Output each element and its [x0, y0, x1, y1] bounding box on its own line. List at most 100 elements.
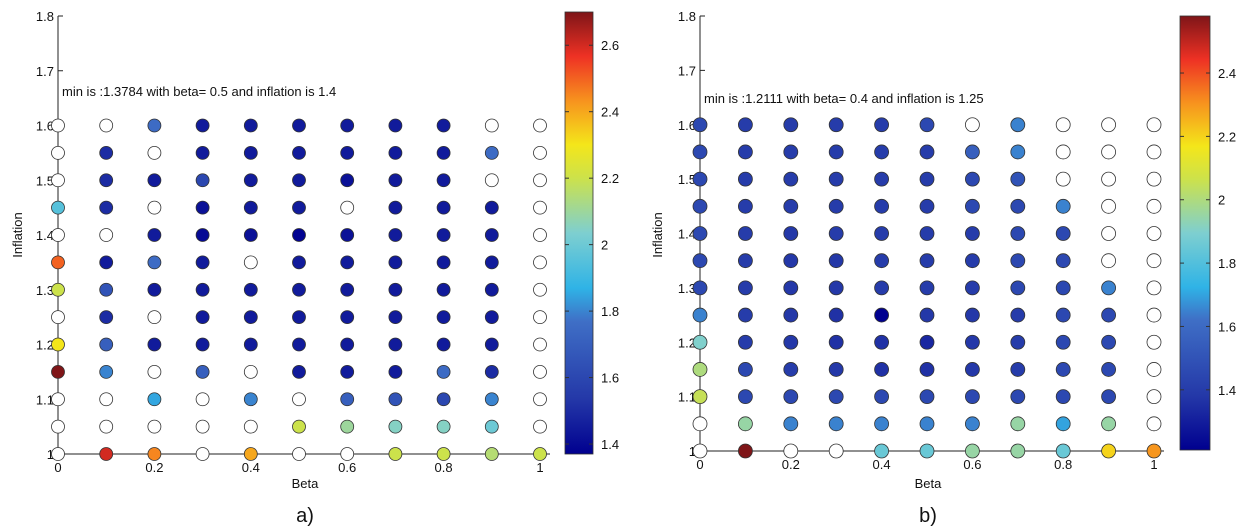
data-point [436, 392, 451, 407]
x-tick-label: 0.4 [242, 460, 260, 475]
data-point [783, 416, 799, 432]
data-point [692, 171, 708, 187]
x-tick-label: 1 [536, 460, 543, 475]
data-point [919, 443, 935, 459]
data-point [1010, 144, 1026, 160]
data-point [99, 337, 114, 352]
empty-point [1055, 171, 1071, 187]
data-point [243, 228, 258, 242]
empty-point [147, 145, 162, 160]
empty-point [1055, 144, 1071, 160]
data-point [828, 144, 844, 160]
empty-point [783, 443, 799, 459]
empty-point [51, 145, 65, 160]
data-point [484, 447, 499, 461]
data-point [484, 392, 499, 407]
empty-point [533, 200, 547, 215]
data-point [195, 173, 210, 188]
panel-b: 1 1.1 1.2 1.3 1.4 1.5 1.6 1.7 1.8 0 0.2 0.4 0.6 0.8 1… [650, 9, 1236, 527]
x-tick-label: 0.8 [1054, 457, 1072, 472]
data-point [828, 280, 844, 296]
colorbar-ticks: 1.4 1.6 1.8 2 2.2 2.4 [1180, 66, 1236, 398]
data-point [783, 362, 799, 377]
data-point [51, 364, 65, 379]
colorbar-tick-label: 2.4 [601, 105, 619, 120]
x-tick-label: 0.4 [873, 457, 891, 472]
data-point [147, 282, 162, 297]
data-point [99, 200, 114, 215]
y-tick-label: 1.1 [678, 390, 696, 405]
data-point [738, 416, 753, 432]
empty-point [533, 364, 547, 379]
data-point [965, 171, 980, 187]
data-point [874, 443, 889, 459]
empty-point [533, 118, 547, 133]
data-point [919, 117, 935, 133]
data-point [292, 337, 306, 352]
data-point [436, 200, 451, 215]
data-point [436, 173, 451, 188]
x-axis-label: Beta [915, 476, 943, 491]
empty-point [1101, 198, 1116, 214]
data-point [1055, 443, 1071, 459]
data-point [292, 173, 306, 188]
data-point [436, 255, 451, 270]
y-axis-label: Inflation [10, 212, 25, 258]
empty-point [533, 419, 547, 434]
data-point [388, 364, 403, 379]
data-point [919, 416, 935, 432]
data-point [243, 200, 258, 215]
colorbar-tick-label: 1.4 [601, 437, 619, 452]
colorbar-tick-label: 2.2 [1218, 129, 1236, 144]
data-point [147, 173, 162, 188]
data-point [243, 145, 258, 160]
data-point [388, 282, 403, 297]
data-point [783, 280, 799, 296]
data-point [919, 144, 935, 160]
y-tick-label: 1.2 [678, 335, 696, 350]
data-point [292, 228, 306, 242]
y-tick-label: 1.5 [36, 173, 54, 188]
data-point [874, 334, 889, 350]
data-point [738, 280, 753, 296]
empty-point [195, 447, 210, 461]
data-point [99, 310, 114, 325]
empty-point [533, 337, 547, 352]
data-point [738, 198, 753, 214]
data-point [874, 389, 889, 405]
x-tick-label: 0.8 [435, 460, 453, 475]
data-point [388, 173, 403, 188]
data-point [874, 416, 889, 432]
data-point [436, 337, 451, 352]
data-point [99, 447, 114, 461]
colorbar-tick-label: 2 [1218, 193, 1225, 208]
data-point [1010, 389, 1026, 405]
data-point [147, 447, 162, 461]
data-point [828, 253, 844, 269]
data-point [484, 364, 499, 379]
data-point [738, 144, 753, 160]
data-point [1010, 253, 1026, 269]
data-point [243, 282, 258, 297]
data-point [919, 362, 935, 377]
data-point [484, 337, 499, 352]
y-tick-label: 1.6 [36, 119, 54, 134]
data-point [1055, 334, 1071, 350]
empty-point [1146, 416, 1162, 432]
empty-point [195, 419, 210, 434]
data-point [147, 228, 162, 242]
data-point [783, 171, 799, 187]
empty-point [1146, 144, 1162, 160]
empty-point [147, 364, 162, 379]
data-point [738, 334, 753, 350]
data-point [484, 310, 499, 325]
data-point [147, 255, 162, 270]
data-point [51, 337, 65, 352]
data-point [828, 307, 844, 323]
empty-point [692, 416, 708, 432]
data-point [388, 255, 403, 270]
data-point [51, 200, 65, 215]
data-point [1055, 198, 1071, 214]
data-point [965, 226, 980, 241]
data-point [292, 118, 306, 133]
